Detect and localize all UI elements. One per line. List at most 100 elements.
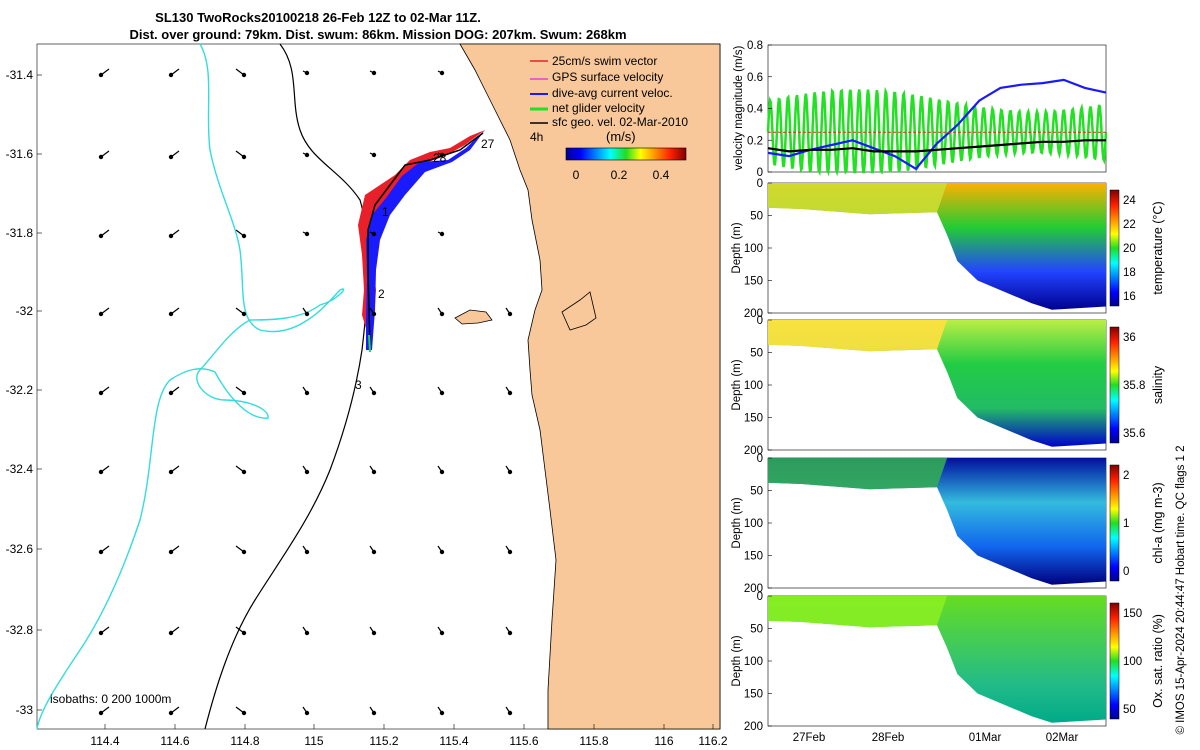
map-ytick-label: -31.4 <box>6 68 34 82</box>
colorbar-tick-label: 20 <box>1123 243 1136 255</box>
geo-arrow <box>302 706 310 716</box>
map-xtick-label: 114.6 <box>160 734 189 748</box>
colorbar-label: Ox. sat. ratio (%) <box>1151 614 1165 708</box>
colorbar-tick-label: 50 <box>1123 704 1136 716</box>
velocity-ytick-label: 0 <box>757 167 763 179</box>
map-xtick-label: 115.8 <box>579 734 608 748</box>
geo-arrow <box>168 307 180 317</box>
map-xtick-label: 116 <box>654 734 673 748</box>
section-ytick-label: 200 <box>744 308 763 320</box>
time-tick-28feb: 28Feb <box>872 732 905 744</box>
map-ytick-label: -32 <box>16 304 34 318</box>
geo-arrow <box>235 68 247 78</box>
section-ytick-label: 100 <box>744 243 763 255</box>
geo-arrow <box>369 231 377 237</box>
geo-arrow <box>168 465 180 475</box>
isobaths-note: isobaths: 0 200 1000m <box>50 692 171 706</box>
section-panel-1: 0 50 100 150 200 Depth (m) 24 22 20 18 16 temperatu… <box>731 178 1165 320</box>
colorbar-tick-label: 1 <box>1123 518 1129 530</box>
section-ytick-label: 150 <box>744 551 763 563</box>
section-ytick-label: 0 <box>757 591 763 603</box>
geo-arrow <box>505 307 513 317</box>
geo-arrow <box>505 545 513 555</box>
section-ytick-label: 150 <box>744 413 763 425</box>
geo-arrow <box>235 386 247 396</box>
colorbar-tick-label: 35.6 <box>1123 428 1145 440</box>
geo-arrow <box>98 150 110 160</box>
geo-arrow <box>369 626 377 636</box>
section-data <box>768 183 1106 310</box>
section-ytick-label: 50 <box>750 624 763 636</box>
cb-tick-02: 0.2 <box>611 168 628 182</box>
colorbar-tick-label: 22 <box>1123 219 1136 231</box>
velocity-ylabel: velocity magnitude (m/s) <box>733 46 745 171</box>
section-ytick-label: 0 <box>757 178 763 190</box>
geo-arrow <box>437 386 445 396</box>
section-data <box>768 320 1106 447</box>
geo-arrow <box>437 231 445 237</box>
map-panel: 1 2 3 27 28 25cm/s swim vector GPS surfa… <box>6 43 728 748</box>
colorbar-tick-label: 18 <box>1123 267 1136 279</box>
section-panel-3: 0 50 100 150 200 Depth (m) 2 1 0 chl-a (mg m-3) <box>731 453 1165 595</box>
cb-tick-0: 0 <box>573 168 580 182</box>
legend-gps: GPS surface velocity <box>530 70 663 84</box>
day-label-1: 1 <box>382 205 389 219</box>
svg-text:dive-avg current veloc.: dive-avg current veloc. <box>552 86 673 100</box>
geo-arrow <box>302 70 310 76</box>
geo-arrow <box>302 465 310 475</box>
section-ytick-label: 50 <box>750 348 763 360</box>
colorbar-tick-label: 100 <box>1123 656 1142 668</box>
isobath-1000 <box>36 43 345 730</box>
map-xtick-label: 115.2 <box>369 734 398 748</box>
legend-net-glider: net glider velocity <box>530 101 645 115</box>
geo-arrow <box>505 706 513 716</box>
title-line1: SL130 TwoRocks20100218 26-Feb 12Z to 02-… <box>155 10 481 25</box>
geo-arrow <box>369 152 377 158</box>
geo-arrow <box>98 626 110 636</box>
section-ytick-label: 100 <box>744 380 763 392</box>
legend-sfc-geo: sfc geo. vel. 02-Mar-2010 <box>530 115 688 129</box>
geo-arrow <box>369 706 377 716</box>
section-ylabel: Depth (m) <box>731 497 743 548</box>
section-ytick-label: 0 <box>757 315 763 327</box>
map-xtick-label: 115.6 <box>509 734 538 748</box>
section-colorbar <box>1109 602 1120 720</box>
geo-arrow <box>437 307 445 317</box>
map-ytick-label: -32.6 <box>6 542 34 556</box>
section-colorbar <box>1109 326 1120 444</box>
net-velocity <box>368 334 371 353</box>
section-data <box>768 458 1106 585</box>
velocity-series-0 <box>767 78 1107 171</box>
geostrophic-arrows <box>98 68 513 716</box>
geo-arrow <box>235 229 247 239</box>
glider-track <box>367 132 484 346</box>
geo-arrow <box>437 545 445 555</box>
geo-arrow <box>98 229 110 239</box>
section-ytick-label: 100 <box>744 518 763 530</box>
geo-arrow <box>98 307 110 317</box>
colorbar-tick-label: 2 <box>1123 470 1129 482</box>
map-xtick-label: 114.8 <box>230 734 259 748</box>
geo-arrow <box>369 545 377 555</box>
section-ytick-label: 50 <box>750 486 763 498</box>
geo-arrow <box>369 307 377 317</box>
map-xtick-label: 116.2 <box>698 734 727 748</box>
section-data <box>768 596 1106 723</box>
map-legend: 25cm/s swim vector GPS surface velocity … <box>530 54 688 182</box>
section-ytick-label: 0 <box>757 453 763 465</box>
map-ytick-label: -31.6 <box>6 147 34 161</box>
geo-arrow <box>168 386 180 396</box>
geo-arrow <box>235 150 247 160</box>
section-ytick-label: 150 <box>744 689 763 701</box>
geo-arrow <box>302 231 310 237</box>
geo-arrow <box>369 386 377 396</box>
geo-arrow <box>235 307 247 317</box>
geo-arrow <box>168 626 180 636</box>
day-label-27: 27 <box>481 137 495 151</box>
colorbar-tick-label: 0 <box>1123 566 1129 578</box>
current-band <box>366 130 485 350</box>
geo-arrow <box>168 545 180 555</box>
geo-arrow <box>505 386 513 396</box>
section-ylabel: Depth (m) <box>731 359 743 410</box>
